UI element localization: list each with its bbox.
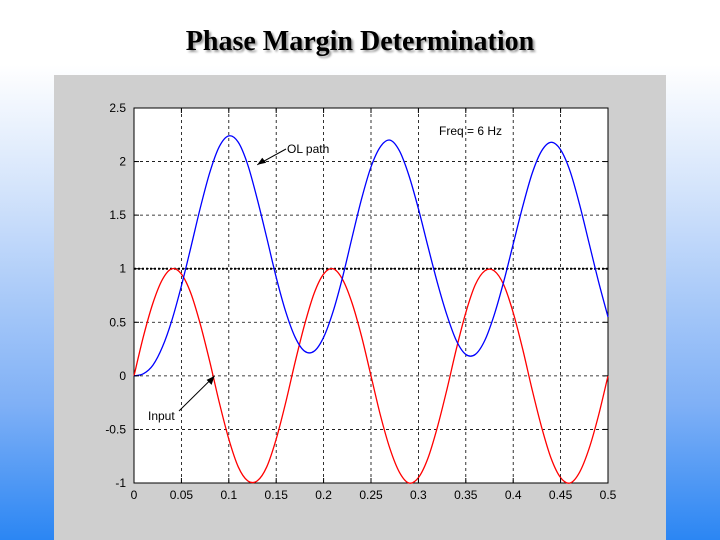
y-tick-label: 2.5 [109, 101, 126, 115]
phase-margin-plot: 0 0.05 0.1 0.15 0.2 0.25 0.3 0.35 0.4 0.45 0.5 -1-… [105, 101, 617, 502]
series-line-1 [133, 135, 609, 377]
x-tick-label: 0.1 [220, 488, 237, 502]
annotations: OL path Input Freq = 6 Hz [148, 124, 502, 423]
annotation-frequency: Freq = 6 Hz [439, 124, 502, 138]
y-tick-label: 0 [119, 369, 126, 383]
annotation-input-arrowhead [206, 375, 215, 385]
slide-title: Phase Margin Determination [185, 26, 535, 57]
grid-lines [134, 108, 608, 483]
y-tick-label: 1 [119, 262, 126, 276]
x-tick-labels: 0 0.05 0.1 0.15 0.2 0.25 0.3 0.35 0.4 0.45 0.5 [131, 488, 617, 502]
x-tick-label: 0.25 [359, 488, 383, 502]
tick-marks [133, 107, 609, 484]
y-tick-label: 0.5 [109, 315, 126, 329]
x-tick-label: 0 [131, 488, 138, 502]
series-group [133, 135, 609, 484]
x-tick-label: 0.2 [315, 488, 332, 502]
y-tick-label: -1 [115, 476, 126, 490]
figure-panel: 0 0.05 0.1 0.15 0.2 0.25 0.3 0.35 0.4 0.45 0.5 -1-… [54, 75, 666, 540]
y-tick-label: -0.5 [105, 422, 126, 436]
annotation-input: Input [148, 409, 175, 423]
y-tick-label: 2 [119, 155, 126, 169]
x-tick-label: 0.3 [410, 488, 427, 502]
y-tick-labels: -1 -0.5 0 0.5 1 1.5 2 2.5 [105, 101, 126, 490]
annotation-ol-path-arrowhead [257, 157, 267, 165]
y-tick-label: 1.5 [109, 208, 126, 222]
x-tick-label: 0.35 [454, 488, 478, 502]
x-tick-label: 0.15 [265, 488, 289, 502]
series-line-0 [133, 267, 609, 484]
x-tick-label: 0.45 [549, 488, 573, 502]
x-tick-label: 0.5 [600, 488, 617, 502]
x-tick-label: 0.4 [505, 488, 522, 502]
x-tick-label: 0.05 [170, 488, 194, 502]
annotation-ol-path: OL path [287, 142, 329, 156]
